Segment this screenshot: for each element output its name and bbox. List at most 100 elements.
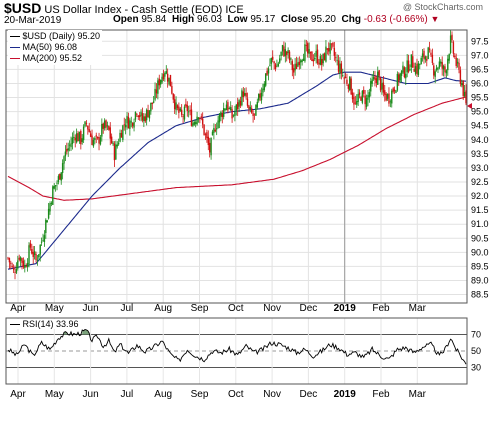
- price-bar-body: [314, 58, 316, 60]
- price-bar-body: [102, 123, 104, 129]
- price-bar-body: [38, 254, 40, 258]
- watermark: @ StockCharts.com: [402, 2, 483, 12]
- price-bar-body: [63, 156, 65, 164]
- rsi-tick-label: 70: [471, 330, 481, 340]
- price-bar-body: [417, 63, 420, 75]
- legend-rsi-swatch-icon: [10, 324, 20, 326]
- price-bar-body: [301, 59, 303, 62]
- price-tick-label: 90.5: [471, 233, 489, 243]
- price-bar-body: [354, 102, 357, 104]
- price-bar-body: [109, 127, 111, 139]
- price-bar-body: [399, 73, 401, 81]
- price-bar-body: [222, 108, 225, 117]
- price-tick-label: 91.5: [471, 205, 489, 215]
- price-bar-body: [378, 70, 380, 76]
- price-bar-body: [194, 122, 197, 124]
- price-bar-body: [389, 101, 392, 103]
- price-bar-body: [259, 93, 261, 98]
- price-bar-body: [193, 122, 195, 125]
- price-bar-body: [129, 120, 131, 129]
- price-bar-body: [431, 54, 434, 63]
- price-bar-body: [225, 104, 228, 111]
- rsi-line-group: [7, 329, 467, 365]
- price-bar-body: [56, 182, 58, 184]
- price-tick-label: 92.5: [471, 177, 489, 187]
- price-bar-body: [336, 59, 338, 61]
- price-bar-body: [88, 129, 90, 132]
- price-bar-body: [333, 48, 336, 56]
- price-bar-body: [241, 90, 243, 106]
- price-bar-body: [269, 64, 271, 66]
- price-bar-body: [190, 109, 193, 126]
- price-bar-body: [227, 102, 229, 111]
- price-bar-body: [112, 142, 114, 145]
- price-bar-body: [294, 63, 296, 71]
- price-bar-body: [113, 143, 116, 161]
- price-bar-body: [407, 60, 410, 72]
- price-bar-body: [459, 70, 462, 84]
- price-bar-body: [116, 144, 118, 147]
- price-bar-body: [329, 43, 331, 54]
- price-bar-body: [49, 203, 51, 212]
- price-bar-body: [208, 142, 211, 153]
- price-bar-body: [293, 68, 295, 73]
- price-bar-body: [284, 49, 287, 57]
- rsi-x-tick-label: Apr: [10, 389, 26, 400]
- price-bar-body: [74, 137, 76, 141]
- price-bar-body: [300, 60, 302, 63]
- price-bar-body: [96, 136, 99, 139]
- price-bar-body: [204, 133, 207, 135]
- price-bar-body: [81, 138, 83, 142]
- price-bar-body: [73, 136, 75, 138]
- price-x-tick-label: Feb: [372, 303, 390, 314]
- low-value: 95.17: [250, 14, 276, 25]
- price-bar-body: [279, 58, 281, 63]
- price-bar-body: [95, 135, 97, 137]
- price-bar-body: [92, 139, 95, 147]
- rsi-x-tick-label: Feb: [372, 389, 390, 400]
- price-x-tick-label: Mar: [409, 303, 427, 314]
- price-bar-body: [182, 116, 184, 118]
- price-bar-body: [206, 132, 208, 139]
- price-bar-body: [231, 109, 233, 119]
- price-bar-body: [465, 90, 467, 104]
- price-bar-body: [39, 244, 41, 255]
- price-bar-body: [52, 186, 54, 205]
- legend-ma50: MA(50) 96.08: [10, 42, 100, 53]
- price-bar-body: [309, 51, 312, 54]
- price-bar-body: [70, 143, 72, 148]
- price-bar-body: [288, 51, 291, 61]
- price-bar-body: [402, 65, 404, 73]
- price-bar-body: [251, 108, 253, 113]
- price-bar-body: [304, 44, 306, 62]
- price-bar-body: [211, 131, 214, 136]
- price-x-tick-label: May: [45, 303, 64, 314]
- price-bar-body: [393, 89, 396, 92]
- price-bar-body: [365, 98, 368, 107]
- price-bar-body: [148, 110, 151, 119]
- exchange-label: ICE: [225, 4, 244, 16]
- price-bar-body: [217, 120, 219, 129]
- price-panel-frame: [5, 29, 468, 304]
- price-bar-body: [337, 60, 340, 72]
- price-bar-body: [350, 78, 352, 95]
- price-bar-body: [305, 45, 308, 46]
- price-bar-body: [406, 60, 408, 73]
- price-bar-body: [68, 144, 71, 146]
- price-x-tick-label: Jun: [83, 303, 99, 314]
- price-bar-body: [248, 105, 250, 109]
- price-bar-body: [419, 63, 421, 65]
- price-bar-body: [71, 137, 74, 145]
- price-bar-body: [199, 117, 201, 119]
- price-x-tick-label: Sep: [191, 303, 209, 314]
- rsi-x-tick-label: Dec: [300, 389, 318, 400]
- price-bar-body: [356, 101, 358, 105]
- price-bar-body: [197, 117, 200, 119]
- price-bar-body: [361, 90, 364, 103]
- price-tick-label: 95.5: [471, 93, 489, 103]
- price-tick-label: 97.5: [471, 36, 489, 46]
- price-bar-body: [187, 111, 190, 113]
- ma200-line: [7, 96, 467, 201]
- price-bar-body: [8, 258, 11, 263]
- price-bar-body: [458, 62, 460, 70]
